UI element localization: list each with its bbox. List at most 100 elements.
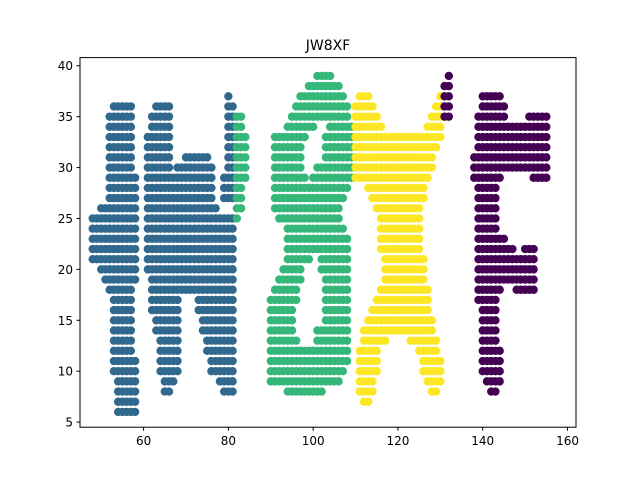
data-point [173,326,182,335]
data-point [491,224,500,233]
data-point [342,275,352,284]
data-point [491,204,500,213]
data-point [296,163,305,172]
data-point [236,193,246,203]
data-point [296,143,305,152]
data-point [126,143,136,152]
data-point [164,153,174,162]
data-point [126,153,136,162]
data-point [173,305,182,315]
data-point [334,214,343,223]
x-tick-label: 100 [302,434,325,448]
data-point [372,367,381,376]
data-point [173,346,182,356]
data-point [529,275,538,284]
data-point [419,255,428,264]
data-point [130,397,140,406]
data-point [444,71,454,81]
chart-title: JW8XF [305,38,351,54]
y-tick-label: 20 [58,263,73,277]
data-point [126,326,136,335]
data-point [211,204,220,213]
data-point [207,163,216,172]
data-point [491,295,500,305]
data-point [317,387,326,396]
data-point [304,255,314,264]
data-point [287,326,297,335]
data-point [228,326,237,335]
data-point [228,367,237,376]
data-point [495,346,504,356]
data-point [444,102,454,111]
data-point [427,326,437,335]
data-point [130,173,140,182]
data-point [130,244,140,254]
y-tick-label: 30 [58,161,73,175]
data-point [368,102,377,111]
data-point [342,356,352,366]
data-point [287,316,297,325]
y-tick-label: 25 [58,212,73,226]
data-point [228,265,237,274]
data-point [423,285,432,294]
data-point [368,377,377,386]
data-point [342,336,352,345]
data-point [419,183,428,193]
data-point [427,153,437,162]
data-point [207,173,216,182]
data-point [529,285,538,294]
data-points [88,71,551,417]
data-point [164,143,174,152]
data-point [342,305,352,315]
data-point [173,367,182,376]
data-point [431,387,441,396]
data-point [126,163,136,172]
data-point [499,112,509,121]
data-point [164,122,174,132]
data-point [228,316,237,325]
data-point [436,132,445,142]
x-tick-label: 140 [471,434,494,448]
data-point [436,356,445,366]
data-point [508,244,517,254]
data-point [376,122,386,132]
data-point [173,336,182,345]
data-point [173,356,182,366]
data-point [130,214,140,223]
data-point [423,305,432,315]
data-point [431,346,441,356]
data-point [419,265,428,274]
data-point [444,92,454,101]
data-point [423,173,432,182]
data-point [296,265,305,274]
data-point [241,132,250,142]
data-point [300,173,309,182]
data-point [491,316,500,325]
data-point [414,204,424,213]
data-point [130,255,140,264]
data-point [241,143,250,152]
data-point [126,336,136,345]
data-point [529,244,538,254]
data-point [292,336,301,345]
data-point [491,387,500,396]
data-point [436,367,445,376]
data-point [236,122,246,132]
data-point [126,102,136,111]
data-point [414,234,424,244]
data-point [542,163,551,172]
data-point [325,71,335,81]
data-point [300,132,309,142]
data-point [130,377,140,386]
data-point [130,387,140,396]
data-point [342,316,352,325]
data-point [427,316,437,325]
data-point [228,377,237,386]
x-tick-label: 60 [136,434,151,448]
data-point [130,275,140,284]
data-point [436,377,445,386]
data-point [228,356,237,366]
data-point [368,387,377,396]
data-point [202,153,212,162]
data-point [542,132,551,142]
